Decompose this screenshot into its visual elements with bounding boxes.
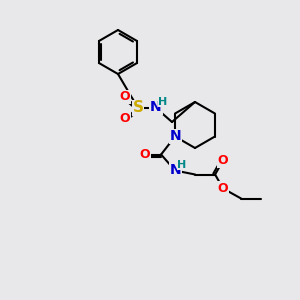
Text: O: O: [140, 148, 150, 161]
Text: H: H: [178, 160, 187, 170]
Text: H: H: [158, 97, 168, 107]
Text: O: O: [218, 154, 228, 167]
Text: O: O: [120, 112, 130, 125]
Text: N: N: [169, 163, 181, 176]
Text: O: O: [218, 182, 228, 195]
Text: N: N: [150, 100, 162, 114]
Text: O: O: [120, 91, 130, 103]
Text: S: S: [133, 100, 143, 116]
Text: N: N: [169, 130, 181, 143]
